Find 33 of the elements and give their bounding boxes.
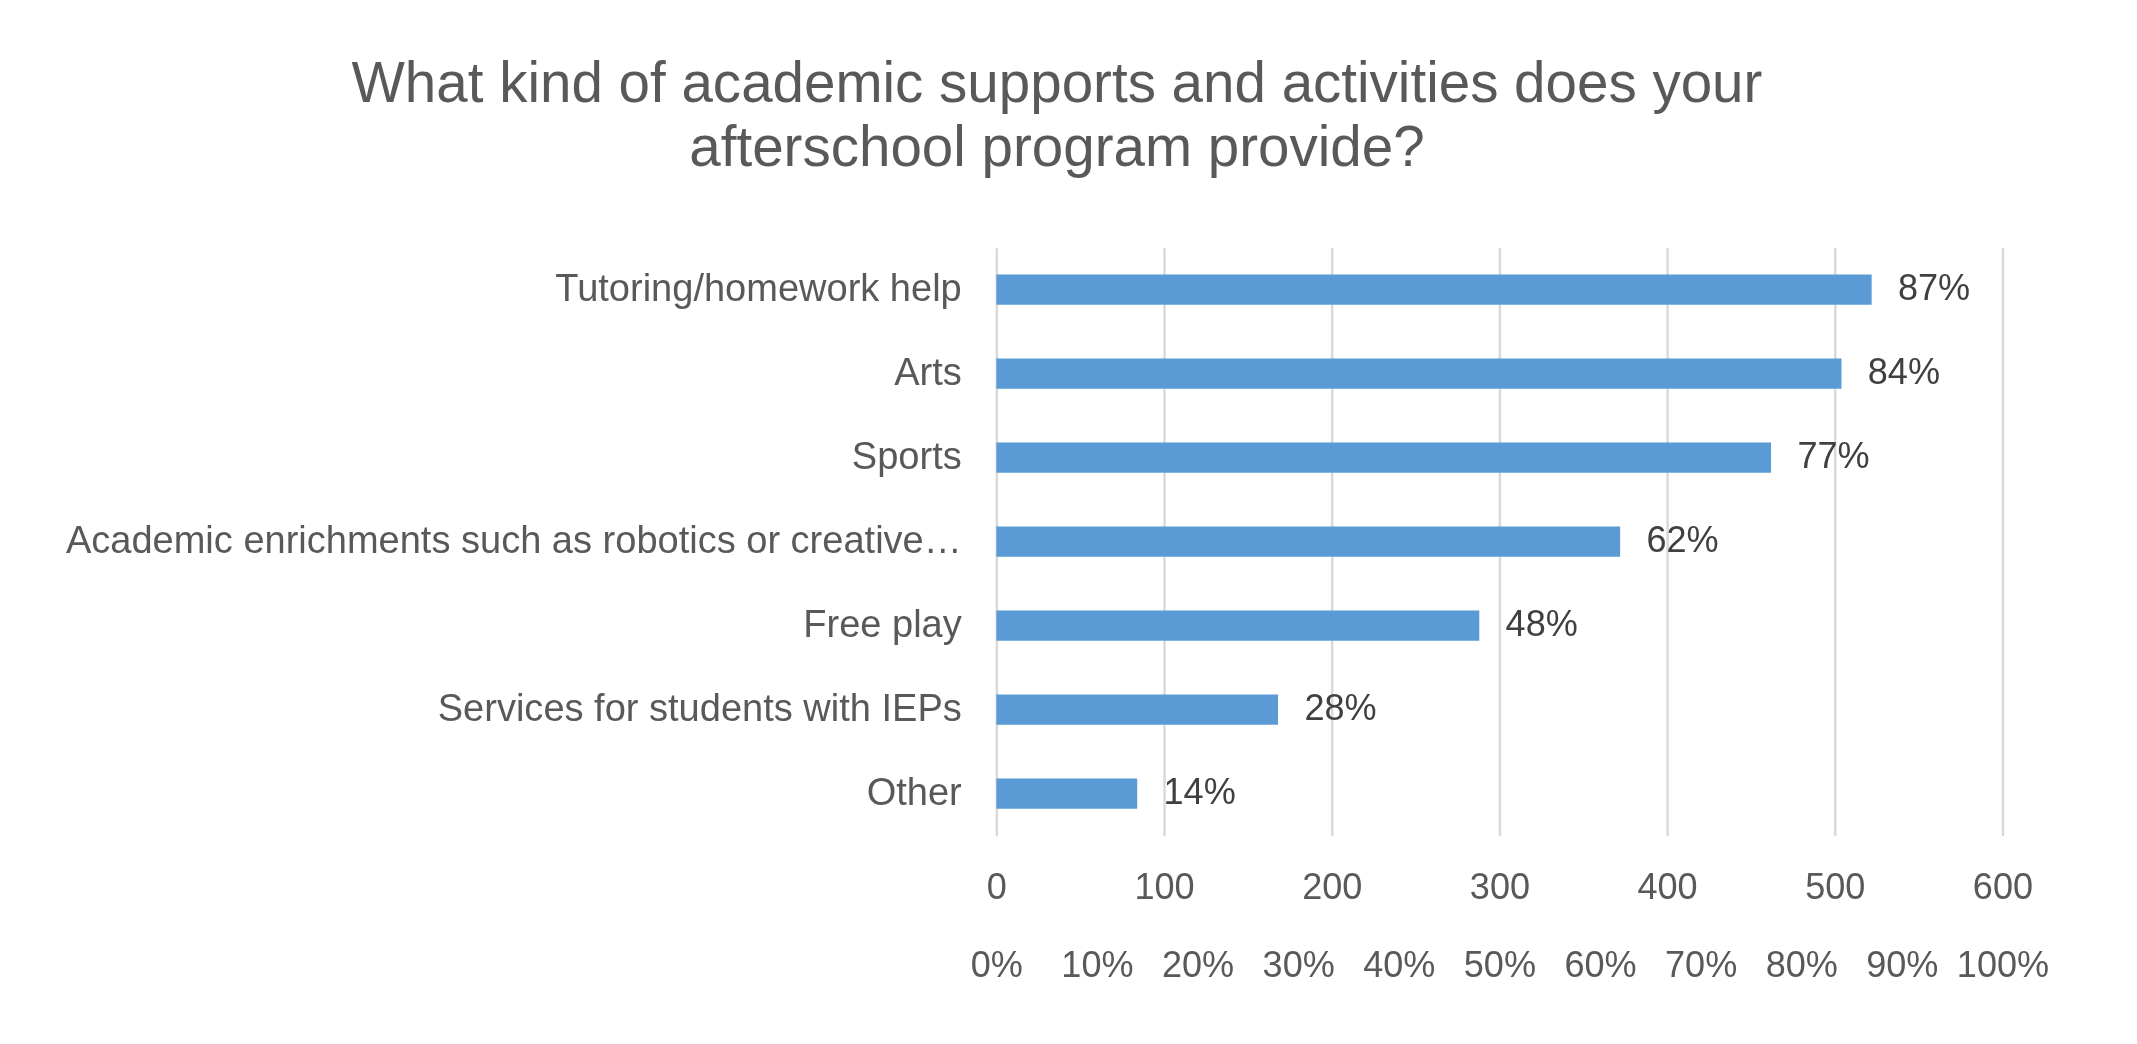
y-tick-label: Sports bbox=[851, 435, 962, 478]
y-tick-label: Arts bbox=[894, 351, 962, 394]
data-label: 87% bbox=[1897, 267, 1971, 309]
x-tick-label: 200 bbox=[1302, 866, 1363, 908]
data-label: 77% bbox=[1797, 435, 1870, 477]
y-tick-label: Free play bbox=[803, 603, 962, 646]
x-tick-label: 600 bbox=[1972, 866, 2034, 908]
data-label: 62% bbox=[1646, 519, 1719, 561]
x2-tick-label: 40% bbox=[1363, 944, 1436, 986]
chart-title: What kind of academic supports and activities does your afterschool program provide? bbox=[351, 51, 1763, 178]
x-tick-label: 400 bbox=[1637, 866, 1698, 908]
x-tick-label: 100 bbox=[1134, 866, 1195, 908]
data-label: 84% bbox=[1867, 351, 1940, 393]
x2-tick-label: 70% bbox=[1665, 944, 1738, 986]
y-tick-label: Academic enrichments such as robotics or creative… bbox=[65, 519, 962, 562]
data-label: 14% bbox=[1163, 771, 1236, 813]
x2-tick-label: 60% bbox=[1564, 944, 1637, 986]
x-tick-label: 500 bbox=[1805, 866, 1866, 908]
x2-tick-label: 90% bbox=[1866, 944, 1939, 986]
y-tick-label: Tutoring/homework help bbox=[555, 267, 962, 310]
x2-tick-label: 50% bbox=[1463, 944, 1536, 986]
x2-tick-label: 20% bbox=[1161, 944, 1235, 986]
x2-tick-label: 100% bbox=[1956, 944, 2050, 986]
data-label: 48% bbox=[1505, 603, 1578, 645]
x2-tick-label: 0% bbox=[970, 944, 1023, 986]
x2-tick-label: 10% bbox=[1061, 944, 1134, 986]
x-tick-label: 0 bbox=[986, 866, 1007, 908]
x-tick-label: 300 bbox=[1469, 866, 1530, 908]
y-tick-label: Other bbox=[866, 771, 963, 814]
x2-tick-label: 80% bbox=[1765, 944, 1838, 986]
x2-tick-label: 30% bbox=[1262, 944, 1335, 986]
data-label: 28% bbox=[1304, 687, 1377, 729]
y-tick-label: Services for students with IEPs bbox=[437, 687, 962, 730]
